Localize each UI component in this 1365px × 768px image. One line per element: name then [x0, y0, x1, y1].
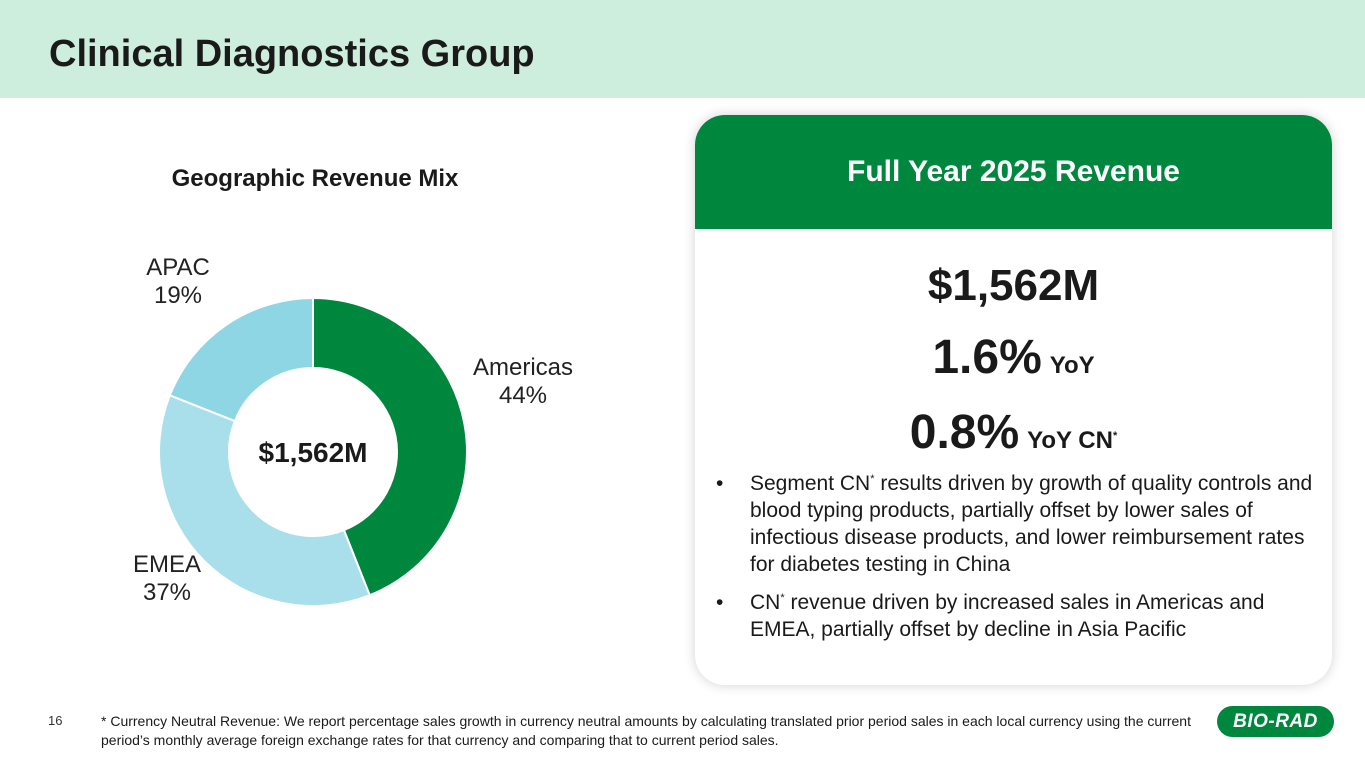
slice-label-apac: APAC 19%: [146, 254, 210, 309]
page-title: Clinical Diagnostics Group: [49, 33, 535, 75]
yoy-growth: 1.6% YoY: [695, 330, 1332, 385]
donut-chart: Americas 44% EMEA 37% APAC 19% $1,562M: [133, 254, 573, 607]
yoy-label: YoY: [1049, 352, 1095, 379]
page-number: 16: [48, 713, 63, 728]
list-item: Segment CN* results driven by growth of …: [715, 470, 1315, 578]
header-band: [0, 0, 1365, 98]
total-revenue: $1,562M: [927, 261, 1100, 310]
slice-apac: [168, 296, 314, 423]
slice-emea: [158, 394, 371, 607]
slice-label-americas: Americas 44%: [473, 354, 573, 409]
chart-title: Geographic Revenue Mix: [171, 165, 459, 192]
slice-label-emea: EMEA 37%: [133, 551, 201, 606]
footnote: * Currency Neutral Revenue: We report pe…: [101, 713, 1191, 748]
revenue-card: Full Year 2025 Revenue $1,562M 1.6% YoY 0…: [695, 115, 1332, 685]
cn-value: 0.8%: [909, 406, 1020, 459]
cn-label: YoY CN*: [1027, 427, 1118, 454]
slice-americas: [312, 296, 468, 597]
donut-center-label: $1,562M: [259, 437, 368, 468]
yoy-value: 1.6%: [932, 331, 1042, 384]
card-heading: Full Year 2025 Revenue: [695, 115, 1332, 229]
cn-growth: 0.8% YoY CN*: [695, 405, 1332, 460]
bio-rad-logo: BIO-RAD: [1217, 706, 1334, 737]
commentary-list: Segment CN* results driven by growth of …: [715, 470, 1315, 654]
list-item: CN* revenue driven by increased sales in…: [715, 589, 1315, 643]
cn-asterisk: *: [1112, 430, 1118, 442]
